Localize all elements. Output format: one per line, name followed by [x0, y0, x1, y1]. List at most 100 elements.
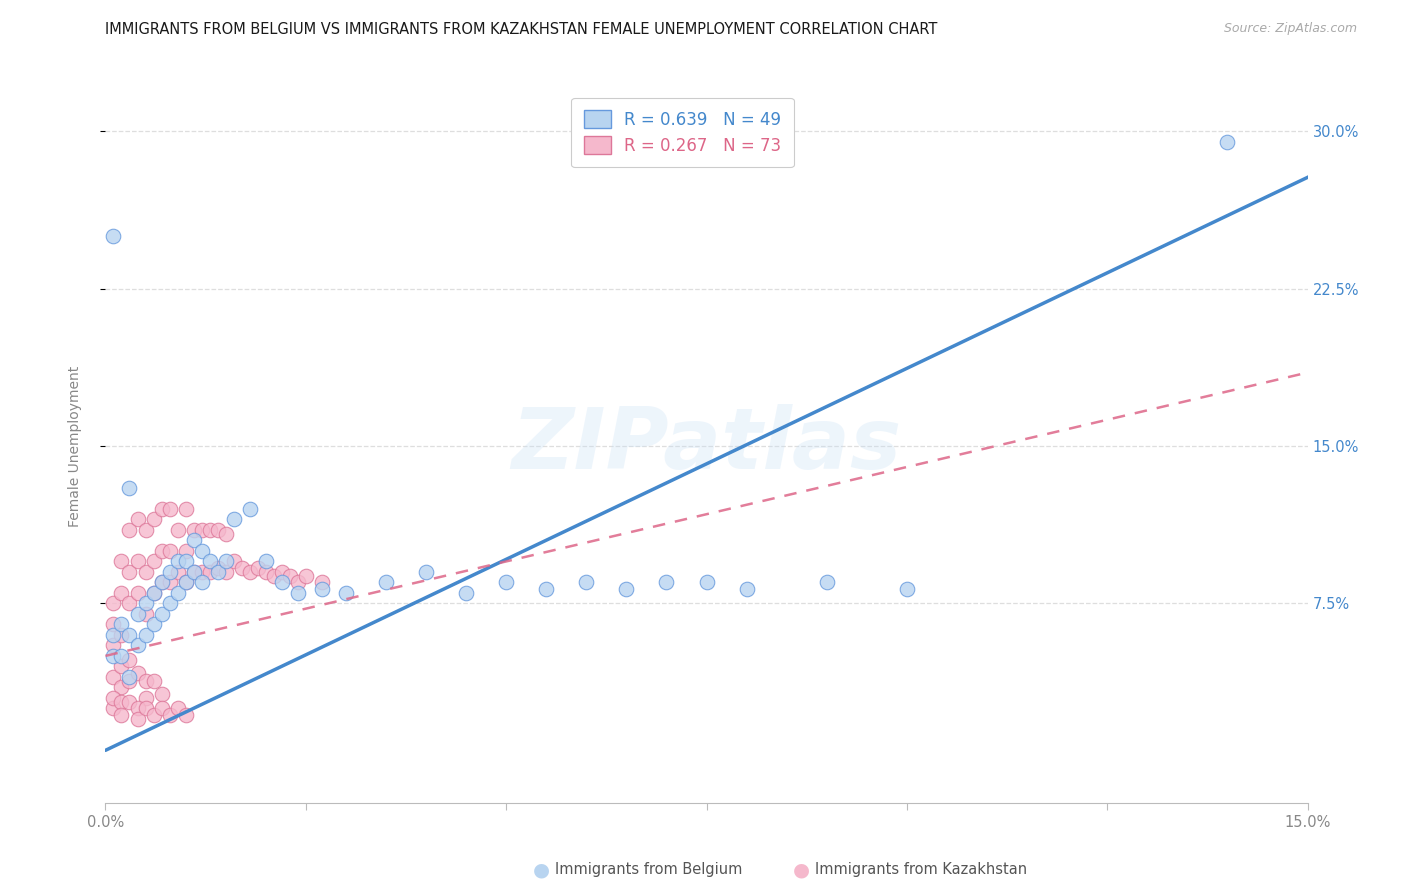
Point — [311, 582, 333, 596]
Point — [159, 707, 181, 722]
Point — [374, 575, 398, 590]
Point — [335, 586, 357, 600]
Point — [254, 565, 277, 579]
Point — [454, 586, 477, 600]
Point — [254, 554, 277, 568]
Point — [159, 575, 181, 590]
Text: ZIPatlas: ZIPatlas — [512, 404, 901, 488]
Point — [415, 565, 437, 579]
Point — [135, 690, 157, 705]
Point — [110, 586, 132, 600]
Point — [150, 701, 173, 715]
Point — [103, 596, 125, 610]
Point — [231, 560, 253, 574]
Point — [174, 575, 197, 590]
Point — [118, 481, 141, 495]
Point — [110, 617, 132, 632]
Point — [103, 617, 125, 632]
Point — [311, 575, 333, 590]
Point — [174, 554, 197, 568]
Point — [142, 586, 165, 600]
Point — [214, 527, 236, 541]
Point — [110, 707, 132, 722]
Point — [135, 607, 157, 621]
Point — [198, 523, 221, 537]
Point — [159, 596, 181, 610]
Point — [135, 596, 157, 610]
Point — [110, 659, 132, 673]
Point — [135, 628, 157, 642]
Point — [655, 575, 678, 590]
Point — [159, 544, 181, 558]
Point — [295, 569, 318, 583]
Point — [150, 607, 173, 621]
Point — [135, 523, 157, 537]
Point — [142, 554, 165, 568]
Point — [135, 565, 157, 579]
Point — [118, 596, 141, 610]
Point — [118, 523, 141, 537]
Text: Immigrants from Kazakhstan: Immigrants from Kazakhstan — [815, 863, 1028, 877]
Point — [127, 701, 149, 715]
Point — [150, 502, 173, 516]
Point — [103, 648, 125, 663]
Point — [103, 701, 125, 715]
Point — [150, 687, 173, 701]
Point — [159, 565, 181, 579]
Point — [222, 512, 245, 526]
Point — [110, 681, 132, 695]
Point — [207, 565, 229, 579]
Point — [214, 554, 236, 568]
Point — [166, 565, 188, 579]
Point — [127, 554, 149, 568]
Point — [118, 670, 141, 684]
Point — [166, 586, 188, 600]
Point — [270, 565, 292, 579]
Point — [166, 554, 188, 568]
Point — [495, 575, 517, 590]
Point — [118, 653, 141, 667]
Point — [159, 502, 181, 516]
Point — [103, 628, 125, 642]
Point — [207, 523, 229, 537]
Legend: R = 0.639   N = 49, R = 0.267   N = 73: R = 0.639 N = 49, R = 0.267 N = 73 — [571, 97, 793, 168]
Point — [103, 670, 125, 684]
Point — [190, 544, 212, 558]
Point — [127, 712, 149, 726]
Point — [174, 544, 197, 558]
Point — [183, 523, 205, 537]
Point — [135, 701, 157, 715]
Text: Source: ZipAtlas.com: Source: ZipAtlas.com — [1223, 22, 1357, 36]
Point — [127, 665, 149, 680]
Text: IMMIGRANTS FROM BELGIUM VS IMMIGRANTS FROM KAZAKHSTAN FEMALE UNEMPLOYMENT CORREL: IMMIGRANTS FROM BELGIUM VS IMMIGRANTS FR… — [105, 22, 938, 37]
Point — [1216, 135, 1239, 149]
Point — [142, 707, 165, 722]
Y-axis label: Female Unemployment: Female Unemployment — [67, 366, 82, 526]
Point — [207, 560, 229, 574]
Point — [174, 575, 197, 590]
Point — [166, 523, 188, 537]
Point — [263, 569, 285, 583]
Point — [103, 639, 125, 653]
Point — [142, 617, 165, 632]
Point — [190, 565, 212, 579]
Point — [239, 502, 262, 516]
Point — [166, 701, 188, 715]
Point — [815, 575, 838, 590]
Point — [142, 674, 165, 689]
Point — [198, 554, 221, 568]
Point — [110, 554, 132, 568]
Point — [174, 707, 197, 722]
Point — [575, 575, 598, 590]
Point — [222, 554, 245, 568]
Point — [214, 565, 236, 579]
Point — [735, 582, 758, 596]
Point — [616, 582, 638, 596]
Point — [142, 586, 165, 600]
Point — [135, 674, 157, 689]
Point — [142, 512, 165, 526]
Point — [118, 628, 141, 642]
Point — [183, 565, 205, 579]
Point — [287, 575, 309, 590]
Point — [150, 575, 173, 590]
